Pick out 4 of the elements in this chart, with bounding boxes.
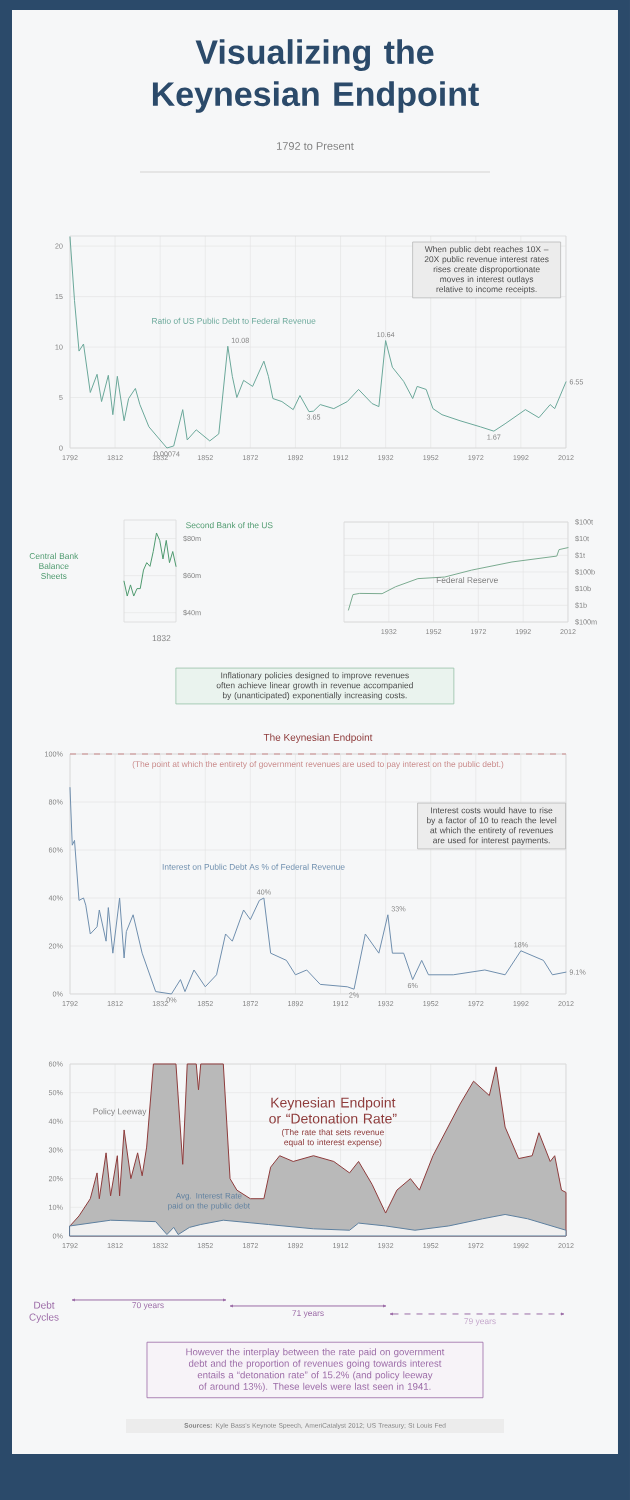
line-series xyxy=(69,236,567,449)
chart-title: Visualizing the Keynesian Endpoint xyxy=(152,39,479,113)
line-series xyxy=(347,547,569,611)
line-series xyxy=(123,532,177,597)
